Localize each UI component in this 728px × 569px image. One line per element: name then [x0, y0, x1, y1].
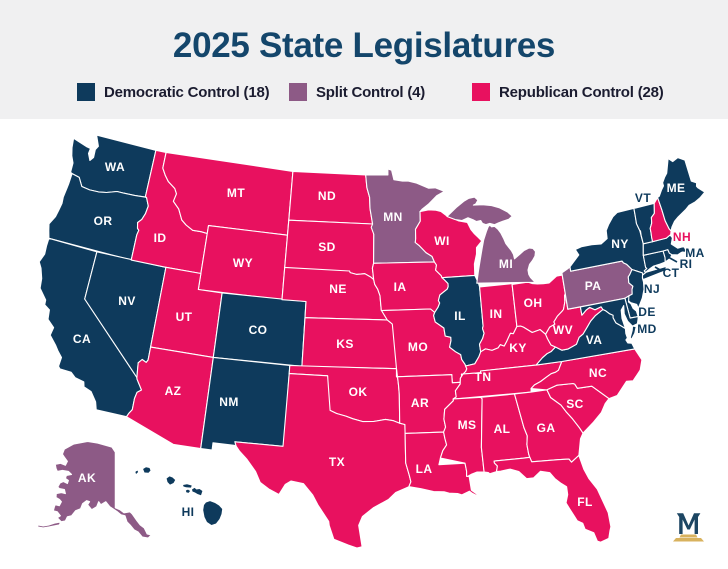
svg-text:MA: MA — [685, 246, 704, 260]
svg-text:AZ: AZ — [165, 384, 182, 398]
svg-text:AK: AK — [78, 471, 96, 485]
svg-text:AR: AR — [411, 396, 429, 410]
svg-text:MT: MT — [227, 186, 245, 200]
svg-text:SC: SC — [566, 397, 583, 411]
svg-text:WV: WV — [553, 323, 573, 337]
svg-text:NJ: NJ — [644, 282, 660, 296]
svg-text:ME: ME — [667, 181, 686, 195]
svg-text:NE: NE — [329, 282, 346, 296]
svg-text:UT: UT — [176, 310, 193, 324]
svg-text:TN: TN — [475, 370, 492, 384]
svg-text:CO: CO — [249, 323, 268, 337]
svg-text:GA: GA — [537, 421, 556, 435]
svg-text:DE: DE — [638, 305, 655, 319]
svg-text:MS: MS — [458, 418, 477, 432]
svg-text:MN: MN — [383, 210, 402, 224]
svg-text:CT: CT — [663, 266, 680, 280]
svg-text:LA: LA — [416, 462, 433, 476]
svg-text:IL: IL — [454, 309, 465, 323]
svg-text:MO: MO — [408, 340, 428, 354]
svg-text:OK: OK — [349, 385, 368, 399]
svg-text:FL: FL — [577, 495, 592, 509]
svg-text:OH: OH — [524, 296, 543, 310]
svg-text:NY: NY — [611, 237, 628, 251]
svg-text:IA: IA — [394, 280, 407, 294]
svg-text:VA: VA — [586, 333, 603, 347]
svg-text:NH: NH — [673, 230, 691, 244]
svg-text:NM: NM — [219, 395, 238, 409]
svg-text:KY: KY — [509, 341, 526, 355]
svg-text:NV: NV — [118, 294, 135, 308]
svg-text:AL: AL — [494, 422, 511, 436]
svg-text:SD: SD — [318, 240, 335, 254]
svg-text:PA: PA — [585, 279, 602, 293]
svg-text:ND: ND — [318, 189, 336, 203]
svg-text:KS: KS — [336, 337, 353, 351]
svg-text:WY: WY — [233, 256, 253, 270]
svg-text:CA: CA — [73, 332, 91, 346]
svg-text:ID: ID — [154, 231, 167, 245]
svg-text:WA: WA — [105, 160, 125, 174]
svg-text:MI: MI — [499, 257, 513, 271]
svg-text:OR: OR — [94, 214, 113, 228]
svg-text:TX: TX — [329, 455, 345, 469]
svg-text:NC: NC — [589, 366, 607, 380]
svg-text:RI: RI — [680, 257, 693, 271]
svg-text:VT: VT — [635, 191, 651, 205]
svg-text:IN: IN — [490, 307, 503, 321]
svg-text:HI: HI — [182, 505, 195, 519]
svg-text:WI: WI — [434, 234, 449, 248]
svg-text:MD: MD — [637, 322, 656, 336]
